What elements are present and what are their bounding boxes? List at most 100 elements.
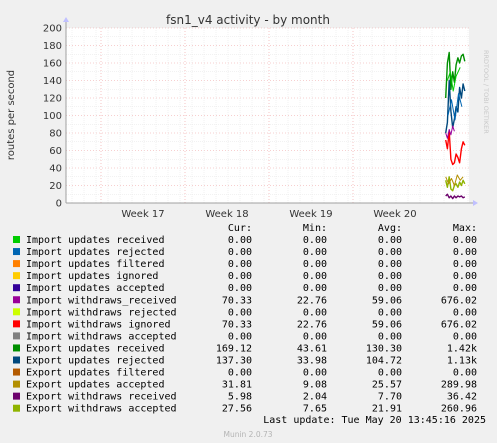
legend-header: Cur:	[228, 223, 252, 234]
legend-value-cur: 27.56	[222, 404, 252, 415]
y-axis-arrow	[63, 17, 69, 22]
trace-1	[446, 67, 461, 92]
legend-value-min: 9.08	[303, 380, 327, 391]
legend-value-max: 0.00	[453, 247, 477, 258]
trace-6	[445, 176, 466, 192]
legend-value-max: 260.96	[441, 404, 477, 415]
y-tick-label: 160	[43, 59, 62, 70]
legend-value-avg: 7.70	[378, 392, 402, 403]
legend-value-min: 2.04	[303, 392, 327, 403]
rrdtool-side-label: RRDTOOL / TOBI OETIKER	[482, 50, 490, 134]
legend-swatch	[13, 260, 20, 268]
grid	[66, 27, 469, 203]
legend-value-cur: 0.00	[228, 307, 252, 318]
legend-swatch	[13, 404, 20, 412]
legend-value-max: 0.00	[453, 331, 477, 342]
legend-value-cur: 0.00	[228, 368, 252, 379]
legend-swatch	[13, 308, 20, 316]
x-tick-labels: Week 17 Week 18 Week 19 Week 20	[121, 209, 416, 220]
legend-value-min: 43.61	[297, 343, 327, 354]
x-tick-label: Week 19	[289, 209, 332, 220]
legend-series-name: Import updates ignored	[26, 271, 158, 282]
y-axis-label: routes per second	[6, 70, 17, 160]
legend-series-name: Export updates accepted	[26, 380, 164, 391]
legend-value-cur: 137.30	[216, 356, 252, 367]
legend-swatch	[13, 332, 20, 340]
legend-series-name: Import updates rejected	[26, 247, 164, 258]
legend-series-name: Export updates filtered	[26, 368, 164, 379]
x-axis-arrow	[473, 200, 478, 206]
legend-value-max: 0.00	[453, 235, 477, 246]
legend-value-cur: 0.00	[228, 283, 252, 294]
legend-value-cur: 0.00	[228, 271, 252, 282]
legend-value-max: 0.00	[453, 259, 477, 270]
legend-value-max: 1.13k	[447, 356, 477, 367]
y-tick-label: 140	[43, 76, 62, 87]
legend-value-avg: 25.57	[372, 380, 402, 391]
legend-swatch	[13, 284, 20, 292]
legend: Cur: Min: Avg: Max: Import updates received 0…	[13, 223, 477, 415]
legend-value-avg: 0.00	[378, 331, 402, 342]
legend-value-cur: 169.12	[216, 343, 252, 354]
y-tick-label: 20	[49, 181, 62, 192]
data-traces	[445, 51, 466, 200]
legend-value-min: 22.76	[297, 319, 327, 330]
legend-value-avg: 21.91	[372, 404, 402, 415]
munin-version-footer: Munin 2.0.73	[223, 430, 272, 439]
legend-value-min: 0.00	[303, 368, 327, 379]
legend-swatch	[13, 320, 20, 328]
y-tick-label: 80	[49, 129, 62, 140]
legend-header: Avg:	[378, 223, 402, 234]
legend-value-avg: 0.00	[378, 235, 402, 246]
legend-header: Min:	[303, 223, 327, 234]
legend-value-avg: 59.06	[372, 319, 402, 330]
legend-value-avg: 130.30	[366, 343, 402, 354]
y-tick-label: 60	[49, 146, 62, 157]
legend-value-cur: 0.00	[228, 247, 252, 258]
legend-swatch	[13, 344, 20, 352]
legend-value-min: 0.00	[303, 259, 327, 270]
legend-series-name: Import withdraws accepted	[26, 331, 177, 342]
trace-0	[445, 51, 466, 99]
legend-value-avg: 0.00	[378, 247, 402, 258]
x-tick-label: Week 20	[373, 209, 416, 220]
legend-series-name: Import updates accepted	[26, 283, 164, 294]
legend-swatch	[13, 248, 20, 256]
trace-4	[445, 130, 466, 166]
y-tick-labels: 0 20 40 60 80 100 120 140 160 180 200	[43, 24, 62, 210]
legend-value-min: 0.00	[303, 331, 327, 342]
x-tick-label: Week 18	[205, 209, 248, 220]
legend-value-max: 0.00	[453, 283, 477, 294]
legend-value-avg: 0.00	[378, 283, 402, 294]
legend-swatch	[13, 356, 20, 364]
last-update-text: Last update: Tue May 20 13:45:16 2025	[263, 415, 486, 426]
legend-value-max: 676.02	[441, 295, 477, 306]
legend-value-min: 0.00	[303, 307, 327, 318]
legend-value-min: 0.00	[303, 235, 327, 246]
legend-value-max: 0.00	[453, 307, 477, 318]
legend-value-min: 7.65	[303, 404, 327, 415]
legend-header: Max:	[453, 223, 477, 234]
legend-value-avg: 0.00	[378, 307, 402, 318]
legend-value-cur: 0.00	[228, 235, 252, 246]
legend-value-min: 33.98	[297, 356, 327, 367]
legend-value-min: 0.00	[303, 271, 327, 282]
legend-value-max: 676.02	[441, 319, 477, 330]
trace-3	[447, 93, 463, 121]
y-tick-label: 200	[43, 24, 62, 35]
legend-value-max: 36.42	[447, 392, 477, 403]
y-tick-label: 40	[49, 164, 62, 175]
legend-series-name: Import updates received	[26, 235, 164, 246]
y-tick-label: 180	[43, 41, 62, 52]
legend-value-avg: 104.72	[366, 356, 402, 367]
legend-series-name: Export updates received	[26, 343, 164, 354]
legend-swatch	[13, 392, 20, 400]
legend-value-cur: 0.00	[228, 331, 252, 342]
legend-value-cur: 70.33	[222, 319, 252, 330]
legend-value-min: 22.76	[297, 295, 327, 306]
legend-series-name: Import withdraws_received	[26, 295, 177, 306]
legend-series-name: Import withdraws ignored	[26, 319, 171, 330]
trace-7	[445, 174, 464, 186]
legend-value-avg: 0.00	[378, 259, 402, 270]
legend-series-name: Export updates rejected	[26, 356, 164, 367]
